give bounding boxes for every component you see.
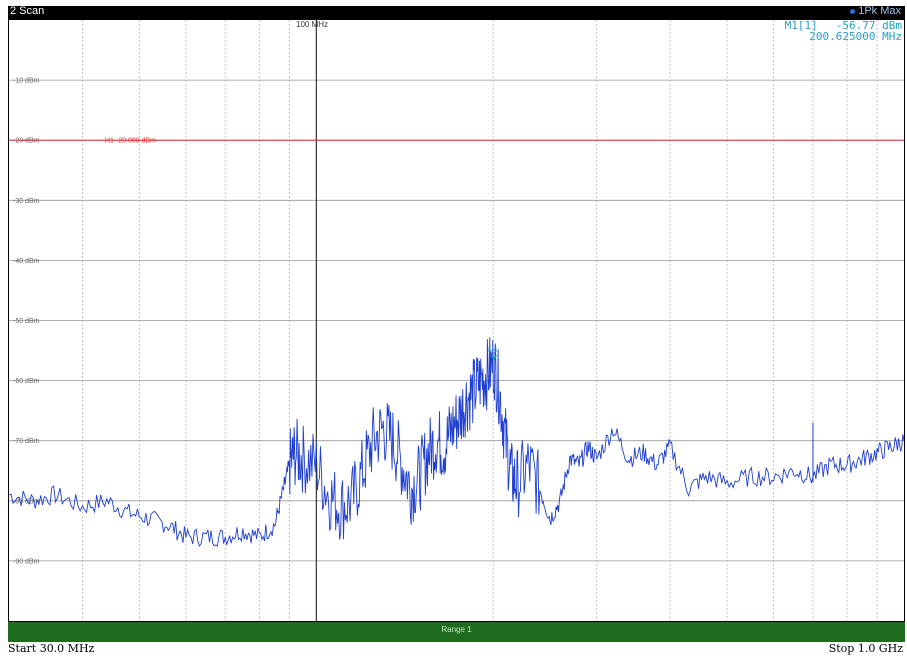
marker-tag: M1 [488, 347, 498, 354]
start-frequency: Start 30.0 MHz [8, 642, 95, 655]
spectrum-chart[interactable]: -10 dBm -20 dBm -30 dBm -40 dBm -50 dBm -60 d… [9, 20, 904, 621]
range-label: Range 1 [441, 625, 472, 634]
window-title-bar: 2 Scan 1Pk Max [8, 5, 905, 19]
window-title: 2 Scan [10, 5, 45, 17]
y-tick-label: -30 dBm [13, 198, 40, 205]
reference-frequency-label: 100 MHz [296, 20, 329, 29]
range-bar[interactable]: Range 1 [8, 622, 905, 642]
plot-area[interactable]: -10 dBm -20 dBm -30 dBm -40 dBm -50 dBm -60 d… [8, 19, 905, 622]
y-tick-label: -40 dBm [13, 258, 40, 265]
trace-line [9, 337, 904, 547]
marker-level: -56.77 dBm [835, 19, 902, 32]
y-tick-label: -20 dBm [13, 138, 40, 145]
trace-label: 1Pk Max [858, 5, 901, 17]
y-tick-label: -70 dBm [13, 438, 40, 445]
y-tick-label: -10 dBm [13, 78, 40, 85]
y-tick-label: -90 dBm [13, 558, 40, 565]
marker-frequency: 200.625000 MHz [809, 30, 902, 43]
y-tick-label: -60 dBm [13, 378, 40, 385]
limit-line-label: H1 -20.000 dBm [105, 138, 156, 145]
marker-name: M1[1] [784, 19, 818, 32]
stop-frequency: Stop 1.0 GHz [828, 642, 903, 655]
y-tick-label: -80 dBm [13, 498, 40, 505]
trace-indicator: 1Pk Max [850, 5, 901, 17]
marker-readout: M1[1] -56.77 dBm 200.625000 MHz [785, 20, 902, 42]
marker-triangle-icon [491, 355, 498, 361]
y-tick-label: -50 dBm [13, 318, 40, 325]
trace-dot-icon [850, 8, 856, 14]
